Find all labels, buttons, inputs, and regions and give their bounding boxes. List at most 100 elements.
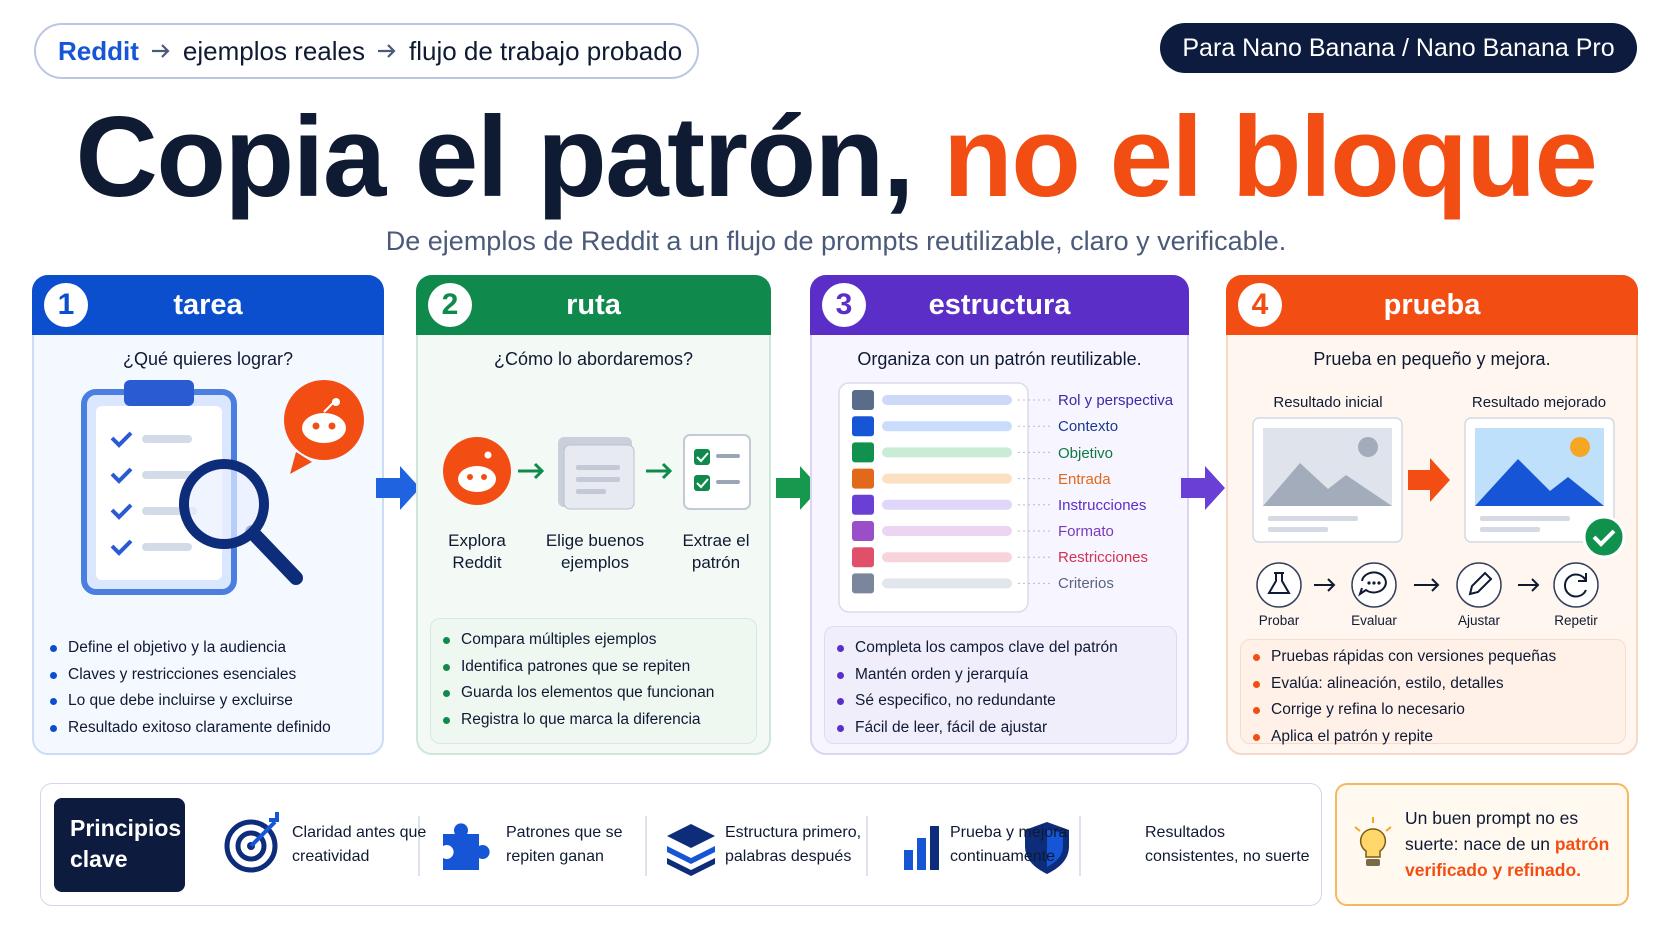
template-row bbox=[852, 494, 874, 515]
cycle-label: Probar bbox=[1258, 613, 1300, 628]
field-label: Contexto bbox=[1058, 418, 1119, 435]
crumb: ejemplos reales bbox=[182, 35, 365, 66]
bullet-item: Fácil de leer, fácil de ajustar bbox=[835, 715, 1166, 742]
principle-text: Claridad antes que creatividad bbox=[292, 824, 427, 865]
step-number: 2 bbox=[428, 283, 472, 327]
principle-text: Prueba y mejora continuamente bbox=[950, 824, 1068, 865]
crumb: flujo de trabajo probado bbox=[408, 35, 683, 66]
field-label: Rol y perspectiva bbox=[1058, 392, 1174, 409]
bullet-item: Corrige y refina lo necesario bbox=[1251, 697, 1615, 724]
bullet-item: Aplica el patrón y repite bbox=[1251, 724, 1615, 751]
bullet-item: Resultado exitoso claramente definido bbox=[48, 715, 331, 742]
step-panel: 2 ruta ¿Cómo lo abordaremos? Explora Redd… bbox=[416, 275, 771, 755]
field-label: Restricciones bbox=[1058, 549, 1149, 566]
field-label: Criterios bbox=[1058, 575, 1114, 592]
step-panel: 4 prueba Prueba en pequeño y mejora. Resu… bbox=[1226, 275, 1638, 755]
template-row bbox=[882, 395, 1012, 405]
bullet-box: Pruebas rápidas con versiones pequeñas Ev… bbox=[1240, 639, 1626, 745]
template-row bbox=[852, 442, 874, 463]
step-question: Prueba en pequeño y mejora. bbox=[1313, 349, 1551, 369]
cycle-icons bbox=[1256, 562, 1599, 608]
title-accent: no el bloque bbox=[943, 94, 1598, 221]
bullet-item: Define el objetivo y la audiencia bbox=[48, 635, 331, 662]
bullet-item: Mantén orden y jerarquía bbox=[835, 662, 1166, 689]
principle-text: Patrones que se repiten ganan bbox=[506, 824, 623, 865]
bullet-list: Define el objetivo y la audiencia Claves … bbox=[48, 635, 331, 741]
arrow bbox=[151, 44, 170, 58]
step-title: ruta bbox=[566, 288, 621, 321]
template-row bbox=[882, 447, 1012, 458]
field-label: Formato bbox=[1058, 523, 1114, 540]
step-title: prueba bbox=[1383, 288, 1481, 321]
bullet-list: Compara múltiples ejemplos Identifica pat… bbox=[441, 627, 746, 733]
template-row bbox=[882, 421, 1012, 432]
template-row bbox=[852, 390, 874, 410]
template-row bbox=[852, 521, 874, 541]
bullet-item: Identifica patrones que se repiten bbox=[441, 654, 746, 681]
cycle-label: Ajustar bbox=[1457, 613, 1501, 628]
principle-icons bbox=[224, 812, 1081, 876]
template-row bbox=[882, 578, 1012, 589]
bullet-item: Completa los campos clave del patrón bbox=[835, 635, 1166, 662]
arrow bbox=[377, 44, 396, 58]
step-number: 4 bbox=[1238, 283, 1282, 327]
step-arrow bbox=[776, 466, 820, 510]
template-row bbox=[882, 552, 1012, 563]
step-arrow bbox=[376, 466, 420, 510]
step-question: ¿Qué quieres lograr? bbox=[122, 349, 294, 369]
step-header: 3 estructura bbox=[810, 275, 1189, 335]
step-header: 4 prueba bbox=[1226, 275, 1638, 335]
cycle-label: Evaluar bbox=[1351, 613, 1397, 628]
bullet-item: Sé especifico, no redundante bbox=[835, 688, 1166, 715]
bullet-box: Completa los campos clave del patrón Mant… bbox=[824, 626, 1177, 744]
template-row bbox=[882, 473, 1012, 484]
bullet-item: Compara múltiples ejemplos bbox=[441, 627, 746, 654]
template-row bbox=[882, 499, 1012, 510]
step-panel: 1 tarea ¿Qué quieres lograr? Define el ob… bbox=[32, 275, 384, 755]
flow-icons bbox=[443, 434, 751, 510]
template-row bbox=[852, 547, 874, 568]
before-label: Resultado inicial bbox=[1273, 394, 1383, 411]
breadcrumb: Reddit ejemplos reales flujo de trabajo … bbox=[34, 23, 699, 79]
title-main: Copia el patrón, bbox=[75, 94, 915, 221]
step-arrow bbox=[1181, 466, 1225, 510]
template-card bbox=[838, 382, 1052, 613]
after-label: Resultado mejorado bbox=[1471, 394, 1607, 411]
field-label: Entrada bbox=[1058, 471, 1111, 488]
bullet-item: Claves y restricciones esenciales bbox=[48, 662, 331, 689]
step-number: 1 bbox=[44, 283, 88, 327]
template-row bbox=[852, 416, 874, 437]
tip-highlight: patrón verificado y refinado. bbox=[1405, 834, 1610, 880]
flow-label: Elige buenos ejemplos bbox=[545, 531, 645, 572]
step-question: ¿Cómo lo abordaremos? bbox=[493, 349, 694, 369]
template-row bbox=[882, 526, 1012, 536]
result-comparison bbox=[1252, 417, 1626, 559]
bullet-list: Pruebas rápidas con versiones pequeñas Ev… bbox=[1251, 644, 1615, 750]
bullet-list: Completa los campos clave del patrón Mant… bbox=[835, 635, 1166, 741]
clipboard-illustration bbox=[81, 380, 364, 595]
principles-box: Principios clave Claridad antes que crea… bbox=[40, 783, 1322, 906]
field-label: Objetivo bbox=[1058, 445, 1114, 462]
bullet-item: Evalúa: alineación, estilo, detalles bbox=[1251, 671, 1615, 698]
tip-box: Un buen prompt no es suerte: nace de un … bbox=[1335, 783, 1629, 906]
step-title: tarea bbox=[173, 288, 243, 321]
step-panel: 3 estructura Organiza con un patrón reuti… bbox=[810, 275, 1189, 755]
step-header: 1 tarea bbox=[32, 275, 384, 335]
subtitle: De ejemplos de Reddit a un flujo de prom… bbox=[385, 226, 1287, 256]
tip-main: Un buen prompt no es suerte: nace de un bbox=[1405, 808, 1579, 854]
step-title: estructura bbox=[928, 288, 1071, 321]
bullet-item: Guarda los elementos que funcionan bbox=[441, 680, 746, 707]
bullet-item: Registra lo que marca la diferencia bbox=[441, 707, 746, 734]
principle-text: Resultados consistentes, no suerte bbox=[1145, 824, 1310, 865]
template-row bbox=[852, 468, 874, 489]
step-question: Organiza con un patrón reutilizable. bbox=[857, 349, 1142, 369]
crumb: Reddit bbox=[58, 35, 139, 66]
principle-text: Estructura primero, palabras después bbox=[725, 824, 862, 865]
flow-label: Extrae el patrón bbox=[682, 531, 750, 572]
step-number: 3 bbox=[822, 283, 866, 327]
template-row bbox=[852, 573, 874, 594]
field-label: Instrucciones bbox=[1058, 497, 1147, 514]
principles-title: Principios clave bbox=[54, 798, 185, 892]
flow-label: Explora Reddit bbox=[448, 531, 506, 572]
